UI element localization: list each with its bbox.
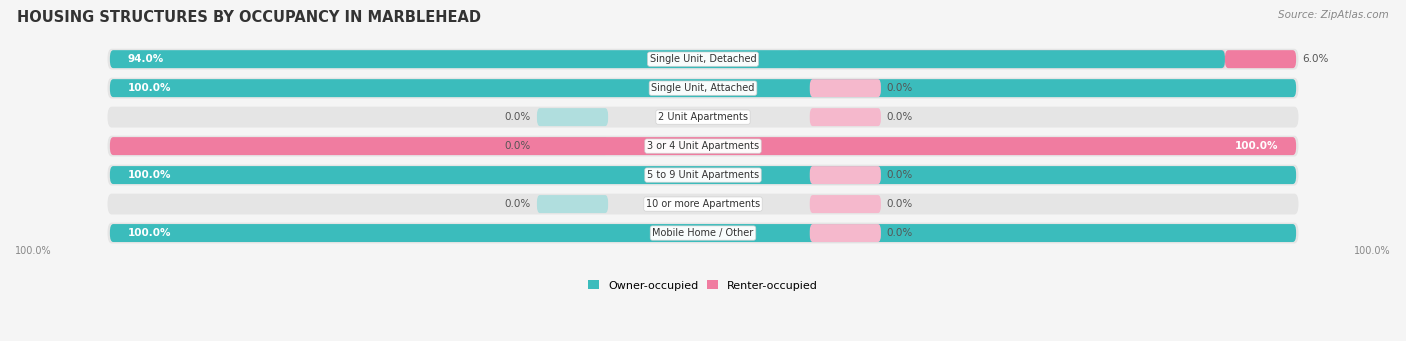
Text: 100.0%: 100.0%	[128, 83, 172, 93]
Legend: Owner-occupied, Renter-occupied: Owner-occupied, Renter-occupied	[583, 276, 823, 295]
Text: 6.0%: 6.0%	[1302, 54, 1329, 64]
Text: Single Unit, Detached: Single Unit, Detached	[650, 54, 756, 64]
Text: 100.0%: 100.0%	[15, 246, 52, 256]
Text: Single Unit, Attached: Single Unit, Attached	[651, 83, 755, 93]
FancyBboxPatch shape	[810, 166, 882, 184]
Text: 0.0%: 0.0%	[887, 112, 912, 122]
FancyBboxPatch shape	[107, 78, 1299, 99]
FancyBboxPatch shape	[810, 195, 882, 213]
Text: HOUSING STRUCTURES BY OCCUPANCY IN MARBLEHEAD: HOUSING STRUCTURES BY OCCUPANCY IN MARBL…	[17, 10, 481, 25]
Text: 0.0%: 0.0%	[887, 170, 912, 180]
FancyBboxPatch shape	[537, 195, 609, 213]
FancyBboxPatch shape	[107, 49, 1299, 70]
FancyBboxPatch shape	[110, 50, 1225, 68]
FancyBboxPatch shape	[110, 224, 1296, 242]
FancyBboxPatch shape	[537, 137, 609, 155]
Text: 0.0%: 0.0%	[505, 112, 531, 122]
Text: 2 Unit Apartments: 2 Unit Apartments	[658, 112, 748, 122]
FancyBboxPatch shape	[537, 108, 609, 126]
Text: 100.0%: 100.0%	[128, 228, 172, 238]
FancyBboxPatch shape	[107, 136, 1299, 157]
FancyBboxPatch shape	[797, 50, 1225, 68]
FancyBboxPatch shape	[107, 194, 1299, 214]
Text: 0.0%: 0.0%	[887, 83, 912, 93]
FancyBboxPatch shape	[110, 137, 1296, 155]
FancyBboxPatch shape	[107, 165, 1299, 186]
Text: 100.0%: 100.0%	[1234, 141, 1278, 151]
Text: 0.0%: 0.0%	[505, 199, 531, 209]
Text: 94.0%: 94.0%	[128, 54, 165, 64]
Text: 3 or 4 Unit Apartments: 3 or 4 Unit Apartments	[647, 141, 759, 151]
Text: Mobile Home / Other: Mobile Home / Other	[652, 228, 754, 238]
Text: 0.0%: 0.0%	[887, 228, 912, 238]
Text: 10 or more Apartments: 10 or more Apartments	[645, 199, 761, 209]
FancyBboxPatch shape	[107, 107, 1299, 128]
Text: Source: ZipAtlas.com: Source: ZipAtlas.com	[1278, 10, 1389, 20]
Text: 100.0%: 100.0%	[128, 170, 172, 180]
Text: 0.0%: 0.0%	[887, 199, 912, 209]
Text: 0.0%: 0.0%	[505, 141, 531, 151]
FancyBboxPatch shape	[1225, 50, 1296, 68]
FancyBboxPatch shape	[110, 166, 1296, 184]
FancyBboxPatch shape	[110, 79, 1296, 97]
FancyBboxPatch shape	[810, 108, 882, 126]
FancyBboxPatch shape	[810, 224, 882, 242]
Text: 100.0%: 100.0%	[1354, 246, 1391, 256]
Text: 5 to 9 Unit Apartments: 5 to 9 Unit Apartments	[647, 170, 759, 180]
FancyBboxPatch shape	[810, 79, 882, 97]
FancyBboxPatch shape	[107, 223, 1299, 243]
